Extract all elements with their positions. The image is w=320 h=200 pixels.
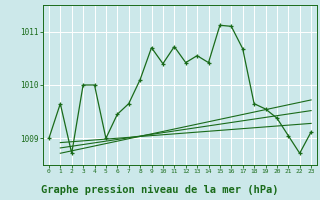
Text: Graphe pression niveau de la mer (hPa): Graphe pression niveau de la mer (hPa) <box>41 185 279 195</box>
